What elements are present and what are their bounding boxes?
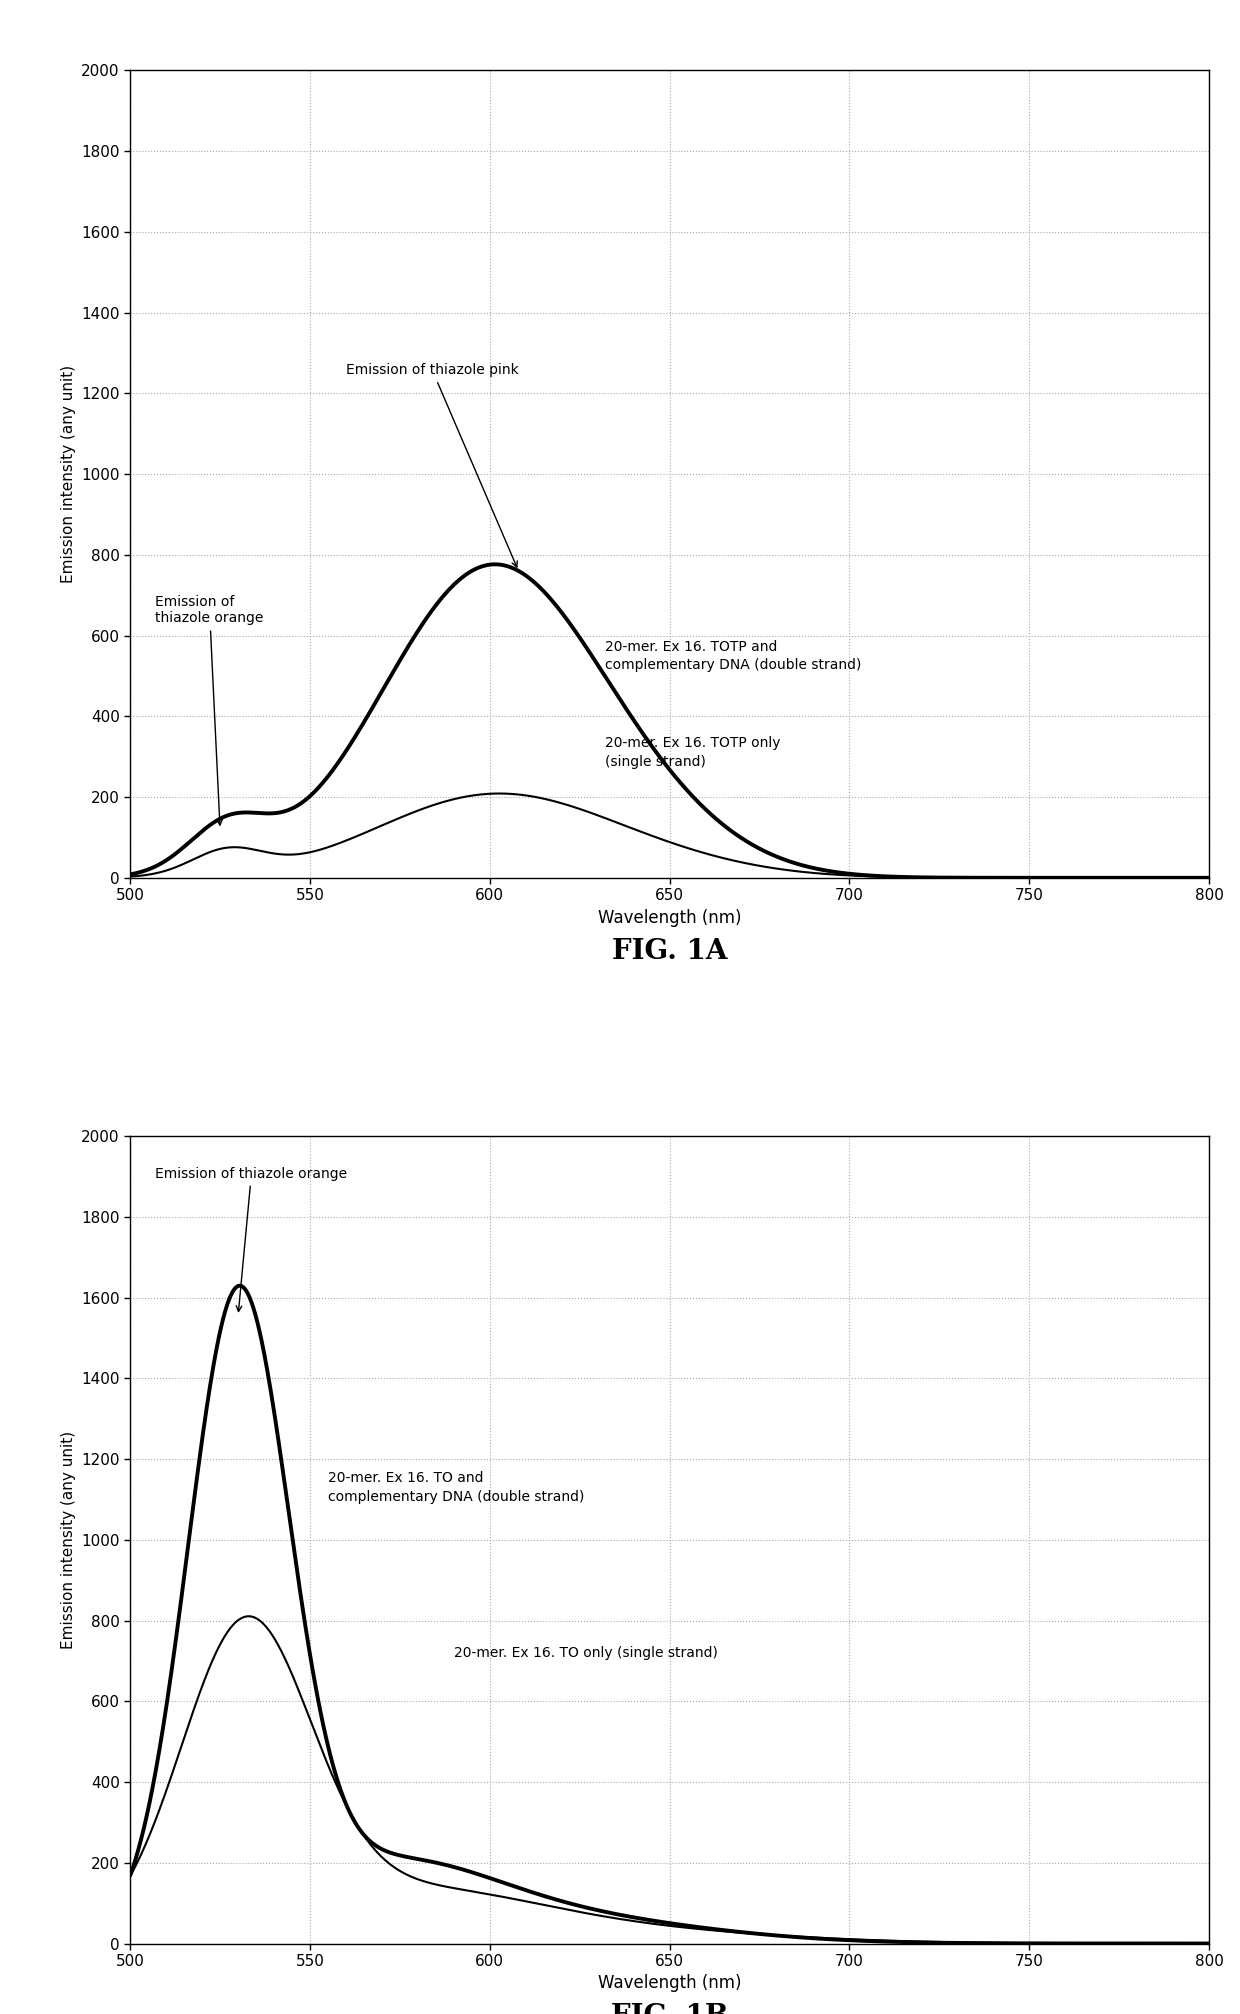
Y-axis label: Emission intensity (any unit): Emission intensity (any unit) — [61, 1430, 76, 1649]
X-axis label: Wavelength (nm): Wavelength (nm) — [598, 908, 742, 926]
Text: 20-mer. Ex 16. TOTP only
(single strand): 20-mer. Ex 16. TOTP only (single strand) — [605, 737, 780, 769]
Text: 20-mer. Ex 16. TO and
complementary DNA (double strand): 20-mer. Ex 16. TO and complementary DNA … — [327, 1470, 584, 1504]
Text: Emission of thiazole pink: Emission of thiazole pink — [346, 363, 518, 568]
X-axis label: Wavelength (nm): Wavelength (nm) — [598, 1974, 742, 1992]
Y-axis label: Emission intensity (any unit): Emission intensity (any unit) — [61, 365, 76, 584]
Text: FIG. 1B: FIG. 1B — [611, 2004, 728, 2014]
Text: Emission of thiazole orange: Emission of thiazole orange — [155, 1166, 347, 1311]
Text: Emission of
thiazole orange: Emission of thiazole orange — [155, 596, 264, 826]
Text: 20-mer. Ex 16. TO only (single strand): 20-mer. Ex 16. TO only (single strand) — [454, 1645, 718, 1660]
Text: 20-mer. Ex 16. TOTP and
complementary DNA (double strand): 20-mer. Ex 16. TOTP and complementary DN… — [605, 640, 862, 673]
Text: FIG. 1A: FIG. 1A — [611, 939, 728, 965]
